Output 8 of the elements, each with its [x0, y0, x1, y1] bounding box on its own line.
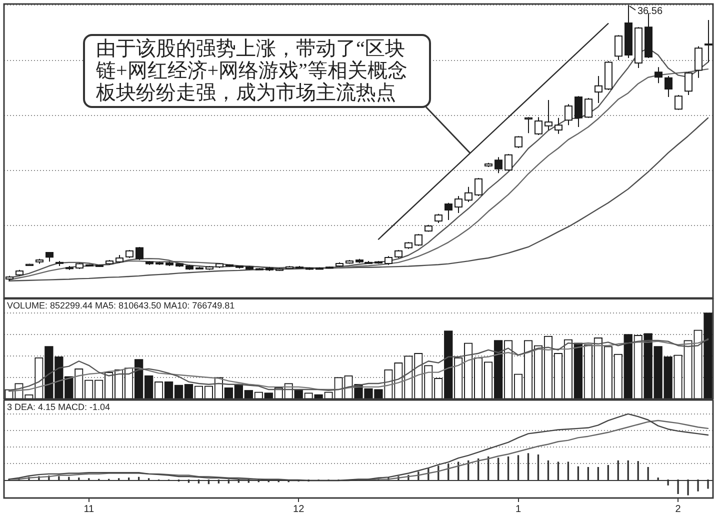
chart-title: 3 DEA: 4.15 MACD: -1.04 [7, 402, 110, 412]
annotation: 由于该股的强势上涨，带动了“区块链+网红经济+网络游戏”等相关概念板块纷纷走强，成为市场主流热点 [83, 34, 431, 108]
x-tick-label: 1 [515, 504, 522, 515]
x-tick-label: 2 [675, 504, 682, 515]
x-tick-label: 11 [84, 504, 95, 515]
chart-title: VOLUME: 852299.44 MA5: 810643.50 MA10: 766749.81 [7, 300, 235, 311]
annotation: 36.56 [638, 6, 663, 17]
x-tick-label: 12 [293, 504, 305, 515]
